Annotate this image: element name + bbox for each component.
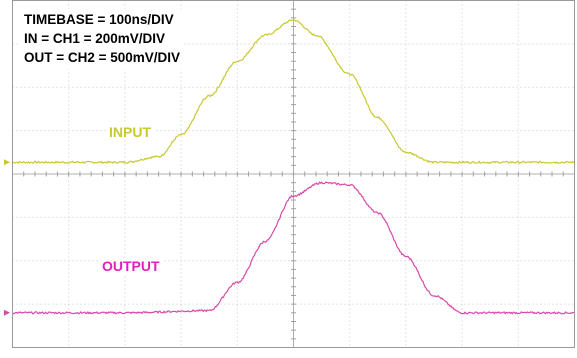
input-waveform	[12, 19, 575, 164]
input-channel-setting: IN = CH1 = 200mV/DIV	[24, 31, 166, 46]
output-channel-setting: OUT = CH2 = 500mV/DIV	[24, 50, 181, 65]
screen-border	[12, 0, 575, 348]
output-trace-label: OUTPUT	[99, 258, 163, 274]
traces	[4, 19, 575, 316]
graticule	[12, 0, 575, 348]
input-trace-label: INPUT	[106, 124, 154, 140]
timebase-setting: TIMEBASE = 100ns/DIV	[24, 12, 174, 27]
output-waveform	[12, 181, 575, 315]
scope-settings-panel: TIMEBASE = 100ns/DIV IN = CH1 = 200mV/DI…	[20, 9, 185, 69]
ch1-marker	[4, 159, 10, 166]
ch2-marker	[4, 309, 10, 316]
